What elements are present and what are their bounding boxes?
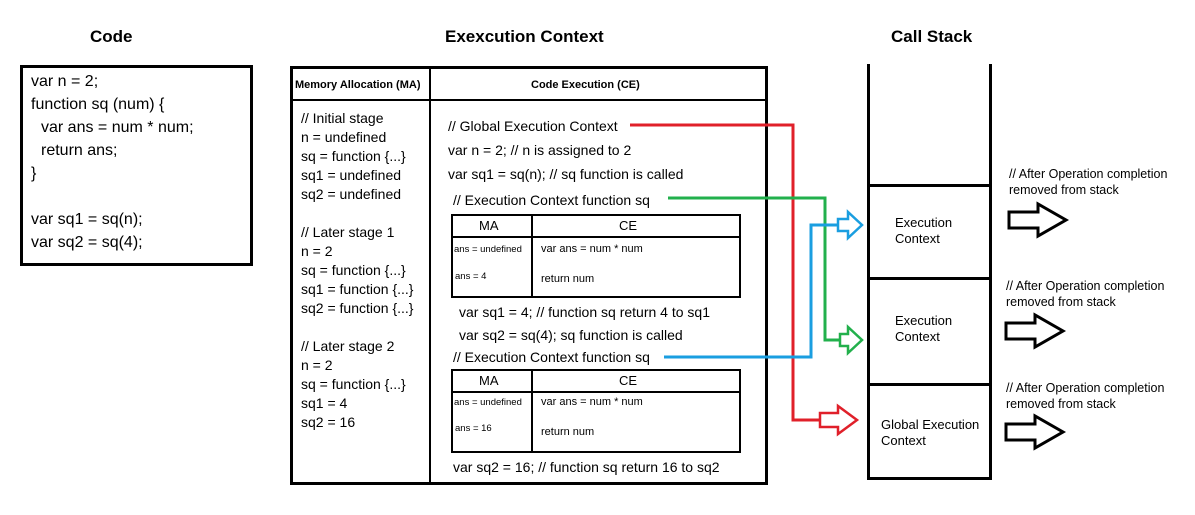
green-connector-line [668, 196, 840, 342]
call-stack-right-wall [989, 64, 992, 480]
ma-line: sq1 = undefined [301, 167, 402, 183]
ma-line: sq2 = undefined [301, 186, 402, 202]
ma-line: sq2 = 16 [301, 414, 356, 430]
stack-divider [867, 277, 992, 280]
ce-line: var sq2 = sq(4); sq function is called [459, 327, 683, 343]
ma-line: n = 2 [301, 243, 333, 259]
ce-function-context-label-2: // Execution Context function sq [453, 349, 650, 365]
removal-arrow-icon [1004, 413, 1067, 451]
stack-frame-function: Execution Context [895, 215, 953, 246]
stack-divider [867, 184, 992, 187]
ma-line: // Later stage 2 [301, 338, 395, 354]
ce-line: var sq2 = 16; // function sq return 16 t… [453, 459, 720, 475]
code-box: var n = 2; function sq (num) { var ans =… [20, 65, 253, 266]
code-heading: Code [90, 27, 133, 46]
ma-line: sq1 = function {...} [301, 281, 414, 297]
ma-line: sq1 = 4 [301, 395, 348, 411]
blue-arrow-head [836, 209, 864, 241]
inner-table-2: MA CE ans = undefined ans = 16 var ans =… [451, 369, 741, 453]
stack-divider [867, 383, 992, 386]
inner-ce-line: return num [541, 426, 595, 438]
inner-ma-header: MA [479, 373, 499, 388]
inner-ce-header: CE [619, 218, 638, 233]
ma-line: n = 2 [301, 357, 333, 373]
removal-arrow-icon [1004, 312, 1067, 350]
code-line: var sq1 = sq(n); [31, 211, 143, 228]
stack-frame-global: Global Execution Context [881, 417, 980, 448]
call-stack-bottom [867, 477, 992, 480]
execution-context-table: Memory Allocation (MA) Code Execution (C… [290, 66, 768, 485]
red-arrow-head [818, 403, 860, 437]
execution-context-heading: Exexcution Context [445, 27, 604, 46]
removal-note: // After Operation completion removed fr… [1006, 279, 1165, 309]
ma-line: // Later stage 1 [301, 224, 395, 240]
call-stack-heading: Call Stack [891, 27, 973, 46]
ma-line: sq = function {...} [301, 376, 406, 392]
ce-function-context-label-1: // Execution Context function sq [453, 192, 650, 208]
inner-ma-line: ans = 16 [455, 423, 492, 434]
call-stack-left-wall [867, 64, 870, 480]
inner-ma-line: ans = undefined [454, 244, 522, 255]
ma-line: sq2 = function {...} [301, 300, 414, 316]
ma-line: n = undefined [301, 129, 387, 145]
inner-ce-line: var ans = num * num [541, 243, 643, 255]
ce-global-context-label: // Global Execution Context [448, 118, 618, 134]
ma-line: sq = function {...} [301, 262, 406, 278]
removal-note: // After Operation completion removed fr… [1009, 167, 1168, 197]
ce-line: var sq1 = 4; // function sq return 4 to … [459, 304, 710, 320]
stack-frame-function: Execution Context [895, 313, 953, 344]
column-divider [429, 69, 431, 482]
ma-line: // Initial stage [301, 110, 384, 126]
removal-arrow-icon [1007, 201, 1070, 239]
code-line: } [31, 165, 37, 182]
inner-ma-line: ans = 4 [455, 271, 487, 282]
header-divider [293, 99, 765, 101]
ma-line: sq = function {...} [301, 148, 406, 164]
red-connector-line [630, 123, 820, 422]
green-arrow-head [838, 324, 864, 356]
inner-ma-line: ans = undefined [454, 397, 522, 408]
code-line: return ans; [41, 142, 118, 159]
ma-header: Memory Allocation (MA) [295, 79, 421, 91]
ce-line: var sq1 = sq(n); // sq function is calle… [448, 166, 684, 182]
blue-connector-line [664, 223, 838, 359]
code-line: var sq2 = sq(4); [31, 234, 143, 251]
ce-header: Code Execution (CE) [531, 79, 640, 91]
inner-ma-header: MA [479, 218, 499, 233]
code-line: function sq (num) { [31, 96, 165, 113]
inner-ce-line: return num [541, 273, 595, 285]
ce-line: var n = 2; // n is assigned to 2 [448, 142, 632, 158]
inner-table-1: MA CE ans = undefined ans = 4 var ans = … [451, 214, 741, 298]
inner-ce-line: var ans = num * num [541, 396, 643, 408]
code-line: var ans = num * num; [41, 119, 194, 136]
inner-ce-header: CE [619, 373, 638, 388]
code-line: var n = 2; [31, 73, 99, 90]
removal-note: // After Operation completion removed fr… [1006, 381, 1165, 411]
